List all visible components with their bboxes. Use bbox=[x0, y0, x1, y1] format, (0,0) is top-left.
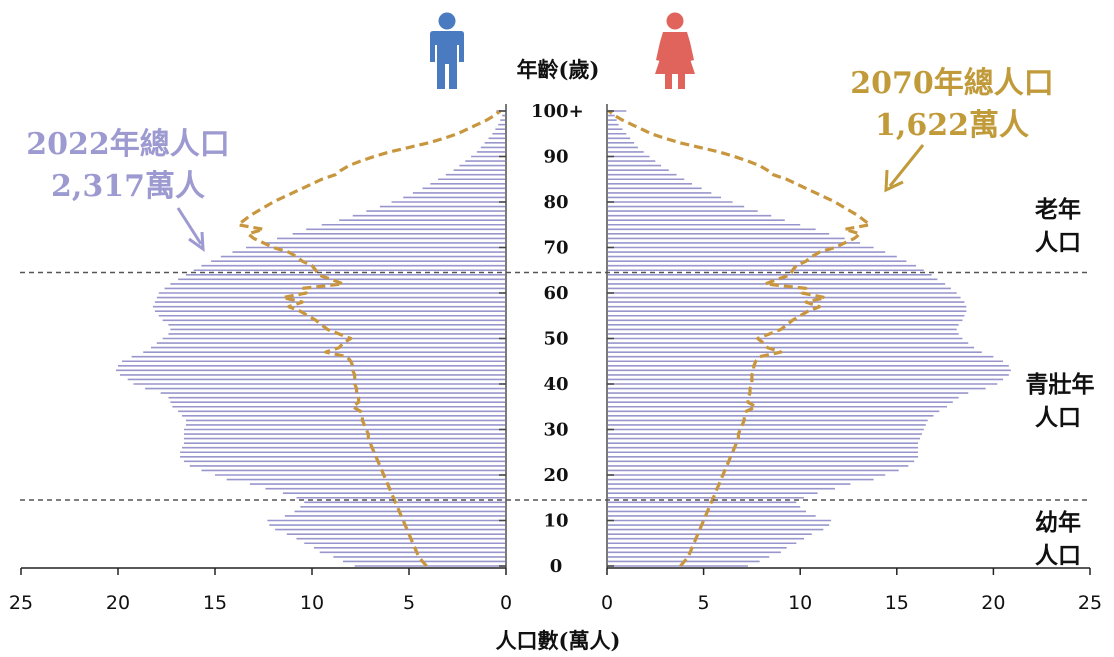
age-tick-label: 90 bbox=[543, 147, 568, 168]
x-tick-label-right: 15 bbox=[885, 592, 909, 614]
line-2070-male bbox=[236, 109, 502, 568]
callout-2070-line2: 1,622萬人 bbox=[875, 108, 1029, 143]
x-tick-label-left: 25 bbox=[9, 592, 33, 614]
callout-2022-arrow bbox=[176, 207, 205, 253]
x-tick-label-left: 5 bbox=[403, 592, 415, 614]
age-tick-label: 0 bbox=[550, 556, 563, 577]
x-tick-label-left: 0 bbox=[500, 592, 512, 614]
group-label-elderly-line2: 人口 bbox=[1035, 229, 1081, 256]
age-tick-label: 60 bbox=[543, 283, 568, 304]
group-label-youth-line2: 人口 bbox=[1035, 542, 1081, 569]
x-axis-title: 人口數(萬人) bbox=[496, 628, 621, 653]
group-label-youth-line1: 幼年 bbox=[1035, 509, 1081, 536]
male-icon bbox=[430, 12, 464, 89]
age-tick-label: 10 bbox=[543, 511, 568, 532]
callout-2070-line1: 2070年總人口 bbox=[850, 66, 1054, 101]
callout-2022-line2: 2,317萬人 bbox=[51, 169, 205, 204]
age-tick-label: 80 bbox=[543, 192, 568, 213]
lines-2070 bbox=[236, 109, 872, 568]
callout-2022-line1: 2022年總人口 bbox=[26, 127, 230, 162]
age-tick-label: 100+ bbox=[531, 101, 584, 122]
x-tick-label-right: 25 bbox=[1078, 592, 1102, 614]
x-tick-label-right: 20 bbox=[981, 592, 1005, 614]
age-tick-label: 40 bbox=[543, 374, 568, 395]
age-tick-label: 30 bbox=[543, 420, 568, 441]
bars-2022-female bbox=[607, 110, 1011, 567]
x-tick-label-right: 5 bbox=[698, 592, 710, 614]
line-2070-female bbox=[607, 109, 872, 568]
callout-2070-arrow bbox=[884, 144, 925, 193]
age-tick-label: 50 bbox=[543, 329, 568, 350]
group-label-elderly-line1: 老年 bbox=[1034, 196, 1081, 223]
group-label-working-line1: 青壯年 bbox=[1026, 371, 1095, 398]
age-axis-title: 年齡(歲) bbox=[517, 57, 600, 82]
x-tick-label-left: 10 bbox=[300, 592, 324, 614]
group-label-working-line2: 人口 bbox=[1035, 404, 1081, 431]
female-icon bbox=[655, 12, 695, 89]
x-tick-label-right: 0 bbox=[601, 592, 613, 614]
age-tick-label: 70 bbox=[543, 238, 568, 259]
axes: 25 20 15 10 5 0 0 5 10 15 20 2501020304050607080901… bbox=[9, 101, 1102, 614]
x-tick-label-left: 15 bbox=[203, 592, 227, 614]
x-tick-label-right: 10 bbox=[788, 592, 812, 614]
x-tick-label-left: 20 bbox=[106, 592, 130, 614]
age-tick-label: 20 bbox=[543, 465, 568, 486]
